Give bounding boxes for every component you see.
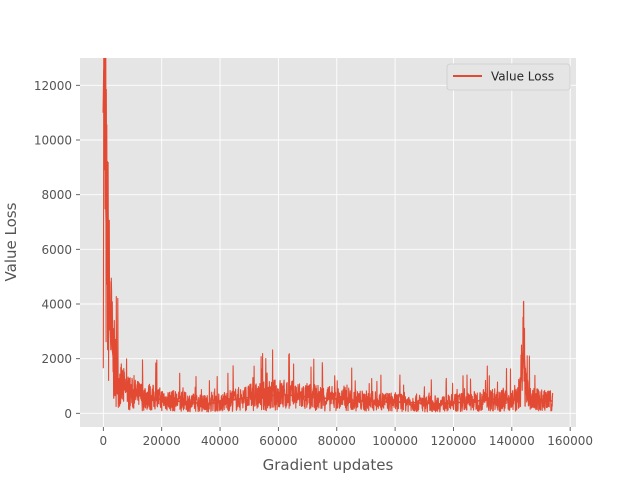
y-tick-label: 0	[64, 407, 72, 421]
tick-layer: 0 20000 40000 60000 80000 100000 120000 140000 1…	[34, 79, 593, 448]
x-tick-label: 60000	[259, 434, 297, 448]
y-tick-label: 10000	[34, 134, 72, 148]
x-axis-label: Gradient updates	[263, 456, 394, 474]
y-tick-label: 6000	[41, 243, 72, 257]
series-line-value-loss	[102, 66, 553, 405]
x-tick-label: 80000	[318, 434, 356, 448]
x-tick-label: 40000	[201, 434, 239, 448]
legend-label-value-loss: Value Loss	[491, 70, 554, 84]
plot-area	[80, 58, 576, 427]
x-tick-label: 20000	[143, 434, 181, 448]
y-tick-label: 2000	[41, 352, 72, 366]
series-layer	[102, 58, 554, 413]
x-tick-label: 140000	[489, 434, 535, 448]
x-tick-label: 120000	[431, 434, 477, 448]
y-tick-label: 8000	[41, 188, 72, 202]
x-tick-label: 160000	[547, 434, 593, 448]
grid-lines	[80, 58, 576, 427]
legend: Value Loss	[446, 63, 571, 91]
x-tick-label: 0	[100, 434, 108, 448]
y-tick-label: 4000	[41, 298, 72, 312]
y-tick-label: 12000	[34, 79, 72, 93]
legend-box	[446, 63, 571, 91]
y-axis-label: Value Loss	[2, 202, 20, 281]
x-tick-label: 100000	[372, 434, 418, 448]
